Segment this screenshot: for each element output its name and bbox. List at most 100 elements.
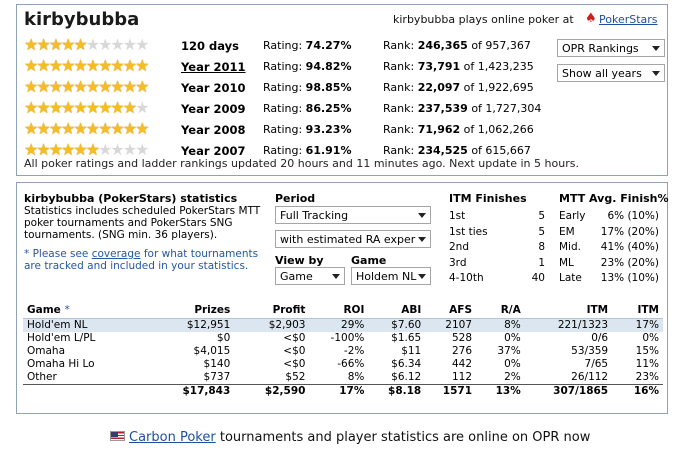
table-cell: 53/359 — [571, 344, 609, 357]
ra-select[interactable]: with estimated RA exper — [275, 230, 431, 248]
player-name: kirbybubba — [24, 9, 140, 30]
mtt-finish-row: Mid. 41% (40%) — [559, 241, 659, 253]
itm-finish-row: 2nd 8 — [449, 241, 545, 253]
col-itm-pct[interactable]: ITM — [612, 303, 663, 319]
table-cell: 0% — [504, 357, 521, 370]
table-row[interactable]: Hold'em NL $12,951 $2,903 29% $7.60 2107 8% 221… — [23, 318, 663, 332]
itm-finish-row: 4-10th 40 — [449, 272, 545, 284]
years-select[interactable]: Show all years — [557, 64, 665, 82]
itm-finish-row: 1st 5 — [449, 210, 545, 222]
rating-stars: ★★★★★★★★★★ — [24, 35, 149, 54]
star-icon: ★ — [85, 119, 100, 138]
rank-value: Rank: 237,539 of 1,727,304 — [383, 102, 542, 115]
table-cell: $2,903 — [234, 318, 310, 332]
itm-finishes-title: ITM Finishes — [449, 192, 527, 205]
table-cell: Omaha Hi Lo — [27, 357, 95, 370]
col-ra[interactable]: R/A — [476, 303, 525, 319]
star-icon: ★ — [73, 140, 87, 159]
col-prizes[interactable]: Prizes — [142, 303, 235, 319]
star-icon: ★ — [110, 98, 124, 117]
opr-rankings-select[interactable]: OPR Rankings — [557, 39, 665, 57]
rating-value: Rating: 86.25% — [263, 102, 352, 115]
table-cell: $0 — [216, 331, 231, 344]
pokerstars-link[interactable]: PokerStars — [599, 13, 658, 26]
table-cell: $140 — [203, 357, 231, 370]
col-profit[interactable]: Profit — [234, 303, 310, 319]
star-icon: ★ — [36, 56, 50, 75]
rank-value: Rank: 246,365 of 957,367 — [383, 39, 531, 52]
table-cell: Hold'em L/PL — [27, 331, 96, 344]
rating-row: ★★★★★★★★★★ 120 days Rating: 74.27% Rank: 24… — [17, 37, 557, 57]
star-icon: ★ — [61, 77, 75, 96]
table-row[interactable]: Other $737 $52 8% $6.12 112 2% 26/112 23% — [23, 371, 663, 385]
table-cell: 37% — [497, 344, 521, 357]
star-icon: ★ — [24, 56, 38, 75]
star-icon: ★ — [48, 140, 63, 159]
col-abi[interactable]: ABI — [368, 303, 426, 319]
star-icon: ★ — [122, 98, 137, 117]
stats-table-body: Hold'em NL $12,951 $2,903 29% $7.60 2107 8% 221… — [23, 318, 663, 399]
rank-value: Rank: 234,525 of 615,667 — [383, 144, 531, 157]
star-icon: ★ — [110, 119, 124, 138]
table-cell: 15% — [635, 344, 659, 357]
ratings-panel: kirbybubba kirbybubba plays online poker… — [16, 4, 668, 176]
star-icon: ★ — [36, 98, 50, 117]
itm-finish-row: 1st ties 5 — [449, 225, 545, 238]
chevron-down-icon — [652, 71, 660, 76]
table-row[interactable]: Hold'em L/PL $0 <$0 -100% $1.65 528 0% 0/6 0% — [23, 332, 663, 345]
star-icon: ★ — [73, 35, 87, 54]
table-cell: $737 — [203, 370, 231, 383]
rating-stars: ★★★★★★★★★★ — [24, 56, 149, 75]
star-icon: ★ — [110, 140, 124, 159]
table-cell: 11% — [635, 357, 659, 370]
view-by-select[interactable]: Game — [275, 267, 345, 285]
star-icon: ★ — [24, 98, 38, 117]
star-icon: ★ — [110, 56, 124, 75]
star-icon: ★ — [122, 35, 137, 54]
star-icon: ★ — [48, 119, 63, 138]
star-icon: ★ — [98, 119, 112, 138]
table-cell: 23% — [635, 370, 659, 383]
col-game[interactable]: Game * — [23, 303, 143, 319]
table-row[interactable]: Omaha $4,015 <$0 -2% $11 276 37% 53/359 15% — [23, 345, 663, 358]
rank-value: Rank: 71,962 of 1,062,266 — [383, 123, 534, 136]
coverage-link[interactable]: coverage — [91, 248, 141, 260]
star-icon: ★ — [36, 35, 50, 54]
rating-row: ★★★★★★★★★★ Year 2007 Rating: 61.91% Rank: 2… — [17, 142, 557, 162]
col-roi[interactable]: ROI — [309, 303, 369, 319]
star-icon: ★ — [98, 56, 112, 75]
table-cell: 2107 — [425, 318, 477, 332]
table-cell: -66% — [337, 357, 365, 370]
table-cell: 2% — [504, 370, 521, 383]
chevron-down-icon — [332, 274, 340, 279]
col-afs[interactable]: AFS — [425, 303, 477, 319]
star-icon: ★ — [61, 98, 75, 117]
table-cell: Other — [27, 370, 57, 383]
carbon-poker-link[interactable]: Carbon Poker — [129, 430, 216, 445]
total-cell: $2,590 — [234, 383, 310, 399]
star-icon: ★ — [48, 98, 63, 117]
total-cell: 16% — [612, 383, 663, 399]
ra-select-value: with estimated RA exper — [280, 233, 416, 246]
coverage-note-prefix: * Please see — [24, 248, 89, 260]
total-cell: $8.18 — [368, 383, 426, 399]
statistics-panel: kirbybubba (PokerStars) statistics Stati… — [16, 182, 669, 414]
period-select[interactable]: Full Tracking — [275, 206, 431, 224]
footer-text: tournaments and player statistics are on… — [219, 430, 591, 445]
table-cell: $11 — [401, 344, 422, 357]
mtt-avg-title: MTT Avg. Finish% — [559, 192, 669, 205]
table-cell: 112 — [451, 370, 473, 383]
rating-value: Rating: 93.23% — [263, 123, 352, 136]
col-itm-count[interactable]: ITM — [524, 303, 613, 319]
star-icon: ★ — [110, 77, 124, 96]
star-icon: ★ — [73, 119, 87, 138]
game-select[interactable]: Holdem NL — [351, 267, 431, 285]
star-icon: ★ — [24, 35, 38, 54]
total-cell: 307/1865 — [524, 383, 613, 399]
rating-period[interactable]: Year 2011 — [181, 60, 246, 74]
table-cell: 221/1323 — [524, 318, 613, 332]
stats-description: Statistics includes scheduled PokerStars… — [24, 205, 261, 241]
table-row[interactable]: Omaha Hi Lo $140 <$0 -66% $6.34 442 0% 7/65 11% — [23, 358, 663, 371]
rating-stars: ★★★★★★★★★★ — [24, 140, 149, 159]
table-cell: <$0 — [283, 357, 306, 370]
